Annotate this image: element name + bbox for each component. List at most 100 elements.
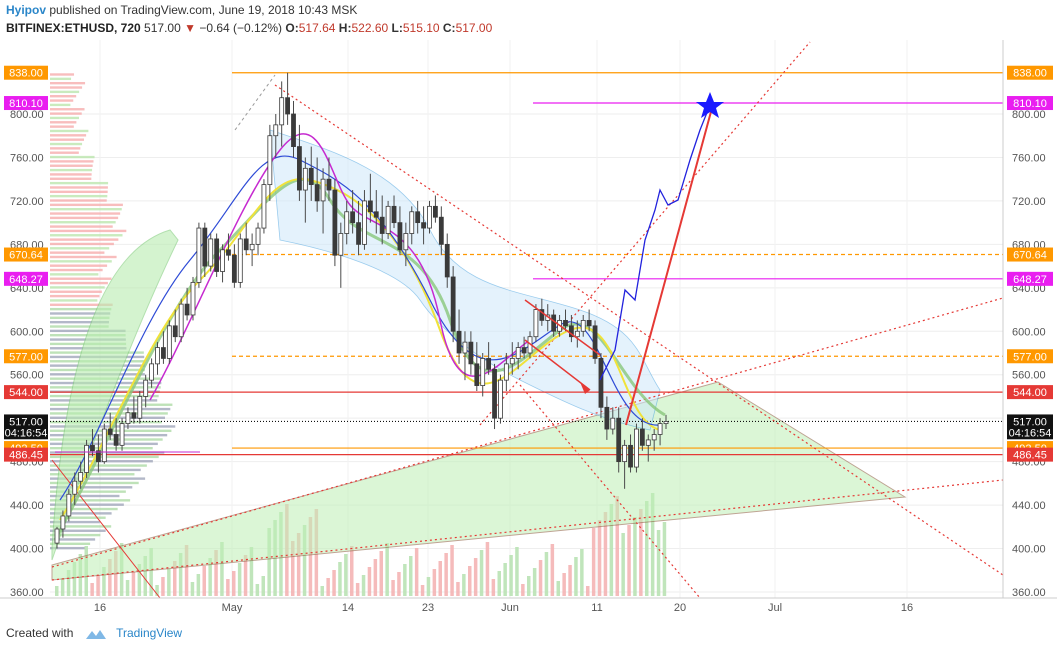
volume-profile-bar (50, 177, 92, 180)
candle-body (568, 325, 574, 338)
wedge-arrow-head (580, 382, 590, 394)
price-badge-right (1007, 425, 1053, 440)
candle-body (610, 417, 616, 430)
candle-body (166, 325, 172, 359)
volume-profile-bar (50, 173, 92, 176)
candle-body (415, 211, 421, 224)
volume-bar (155, 585, 159, 596)
y-tick-label-right: 760.00 (1012, 152, 1046, 164)
volume-profile-bar (50, 229, 127, 233)
volume-profile-bar (50, 134, 87, 137)
symbol-name[interactable]: BITFINEX:ETHUSD, 720 (6, 21, 141, 35)
volume-bar (232, 571, 236, 596)
volume-bar (178, 553, 183, 596)
price-badge-left (4, 247, 48, 262)
candle-body (433, 205, 438, 218)
candle-body (486, 358, 492, 370)
projection-path (599, 109, 709, 381)
symbol-info: BITFINEX:ETHUSD, 720 517.00 ▼ −0.64 (−0.… (6, 21, 492, 35)
volume-profile-bar (50, 451, 165, 454)
volume-bar (532, 568, 537, 596)
volume-bar (255, 584, 260, 596)
last-price: 517.00 (144, 21, 181, 35)
tradingview-link[interactable]: TradingView (116, 626, 183, 640)
candle-body (450, 276, 456, 332)
volume-bar (355, 583, 360, 596)
candle-body (651, 434, 657, 441)
author-name[interactable]: Hyipov (6, 3, 47, 17)
price-badge-right-text: 544.00 (1013, 387, 1047, 399)
candle-body (184, 303, 190, 316)
price-badge-left (4, 65, 48, 80)
volume-profile-bar (50, 138, 84, 141)
volume-profile-bar (50, 286, 105, 289)
volume-profile-bar (50, 90, 80, 94)
volume-bar (308, 517, 313, 596)
volume-bar (515, 547, 519, 596)
volume-bar (173, 561, 177, 596)
volume-bar (161, 577, 165, 596)
volume-profile-bar (50, 86, 83, 89)
candle-body (172, 325, 178, 338)
volume-profile-bar (50, 260, 112, 263)
volume-profile-bar (50, 212, 121, 215)
volume-bar (226, 579, 230, 596)
triangle-pattern (51, 381, 907, 581)
volume-bar (645, 501, 649, 596)
open-value: 517.64 (298, 21, 336, 35)
candle-body (226, 249, 231, 256)
candle-body (498, 379, 503, 419)
volume-bar (627, 525, 631, 596)
target-star-icon (696, 92, 724, 118)
volume-profile-bar (50, 473, 135, 476)
price-badge-left (4, 349, 48, 364)
candle-body (237, 238, 243, 283)
y-tick-label-right: 360.00 (1012, 587, 1046, 599)
volume-profile-bar (50, 155, 95, 159)
candle-body (208, 238, 214, 267)
volume-bar (338, 562, 342, 596)
moving-average-purple (149, 133, 531, 401)
volume-bar (568, 565, 572, 596)
volume-profile-bar (50, 407, 171, 411)
volume-profile-bar (50, 303, 113, 306)
volume-profile-bar (50, 299, 98, 302)
candle-body (521, 347, 527, 354)
candle-body (444, 243, 450, 278)
time-axis[interactable]: 16 May 14 23 Jun 11 20 Jul 16 (94, 602, 913, 614)
volume-profile-bar (50, 125, 74, 128)
volume-bar (586, 586, 590, 596)
candle-body (214, 238, 220, 272)
volume-profile-bar (50, 216, 119, 220)
volume-bar (497, 571, 501, 596)
volume-bar (367, 567, 372, 596)
volume-profile-bar (50, 234, 123, 237)
volume-bar (591, 528, 596, 596)
volume-bar (479, 550, 484, 596)
volume-bar (243, 555, 248, 596)
candle-body (249, 243, 255, 251)
volume-bar (296, 533, 301, 596)
candle-body (143, 379, 149, 397)
volume-bar (580, 549, 584, 596)
publish-text: published on TradingView.com, June 19, 2… (49, 3, 358, 17)
open-label: O: (285, 21, 299, 35)
candle-body (338, 233, 344, 256)
volume-profile-bar (50, 516, 106, 519)
x-tick-label: 23 (422, 602, 434, 614)
volume-profile-bar (50, 181, 109, 185)
volume-bar (615, 496, 619, 596)
volume-bar (143, 556, 147, 596)
volume-profile-bar (50, 73, 75, 76)
volume-bar (102, 567, 106, 596)
channel-lower (519, 384, 701, 599)
volume-bar (420, 585, 425, 596)
candle-body (492, 368, 497, 419)
volume-bar (96, 575, 100, 596)
volume-bar (473, 558, 478, 596)
candle-body (344, 211, 350, 234)
candle-body (101, 428, 107, 463)
change-marker: ▼ (184, 21, 196, 35)
target-arrow (625, 107, 713, 426)
